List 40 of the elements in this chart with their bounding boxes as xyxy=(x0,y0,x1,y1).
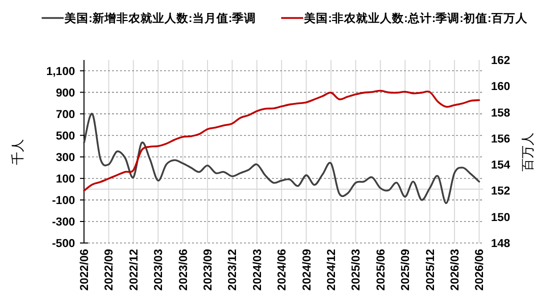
y-tick-label: 500 xyxy=(56,130,75,142)
x-tick-label: 2022/06 xyxy=(79,249,91,291)
x-tick-label: 2025/09 xyxy=(400,249,412,291)
y-tick-label: -100 xyxy=(52,194,75,207)
x-tick-label: 2023/09 xyxy=(202,249,214,291)
x-tick-label: 2025/06 xyxy=(375,249,388,291)
x-tick-label: 2023/06 xyxy=(178,249,190,291)
y2-tick-label: 148 xyxy=(491,238,511,250)
legend-label: 美国:非农就业人数:总计:季调:初值:百万人 xyxy=(303,11,528,25)
x-tick-label: 2023/03 xyxy=(153,249,166,291)
y2-tick-label: 162 xyxy=(491,55,510,67)
y-tick-label: 900 xyxy=(56,87,75,100)
y2-axis-title: 百万人 xyxy=(520,132,535,172)
y-tick-label: -300 xyxy=(52,216,75,228)
y-tick-label: 700 xyxy=(56,108,75,121)
x-tick-label: 2026/03 xyxy=(449,249,462,291)
legend-label: 美国:新增非农就业人数:当月值:季调 xyxy=(64,11,256,25)
y2-tick-label: 158 xyxy=(491,107,511,120)
line-series xyxy=(83,90,480,192)
y2-tick-label: 154 xyxy=(491,160,511,172)
x-tick-label: 2024/06 xyxy=(276,249,289,291)
y2-tick-label: 152 xyxy=(491,186,510,198)
y-tick-label: 100 xyxy=(56,173,75,186)
line-series xyxy=(83,112,480,204)
y-tick-label: 1,100 xyxy=(46,66,75,78)
x-tick-label: 2026/06 xyxy=(474,249,486,291)
x-tick-label: 2024/12 xyxy=(326,249,338,291)
y-tick-label: 300 xyxy=(56,152,75,164)
y2-tick-label: 150 xyxy=(491,212,510,224)
x-tick-label: 2024/09 xyxy=(301,249,314,291)
x-tick-label: 2023/12 xyxy=(227,249,240,291)
x-tick-label: 2025/03 xyxy=(350,249,363,291)
x-tick-label: 2025/12 xyxy=(424,249,437,291)
y-axis-title: 千人 xyxy=(10,139,25,165)
x-tick-label: 2024/03 xyxy=(252,249,264,291)
y2-tick-label: 156 xyxy=(491,133,510,146)
x-tick-label: 2022/09 xyxy=(104,249,116,291)
y2-tick-label: 160 xyxy=(491,81,510,94)
y-tick-label: -500 xyxy=(52,238,75,250)
x-tick-label: 2022/12 xyxy=(128,249,140,291)
